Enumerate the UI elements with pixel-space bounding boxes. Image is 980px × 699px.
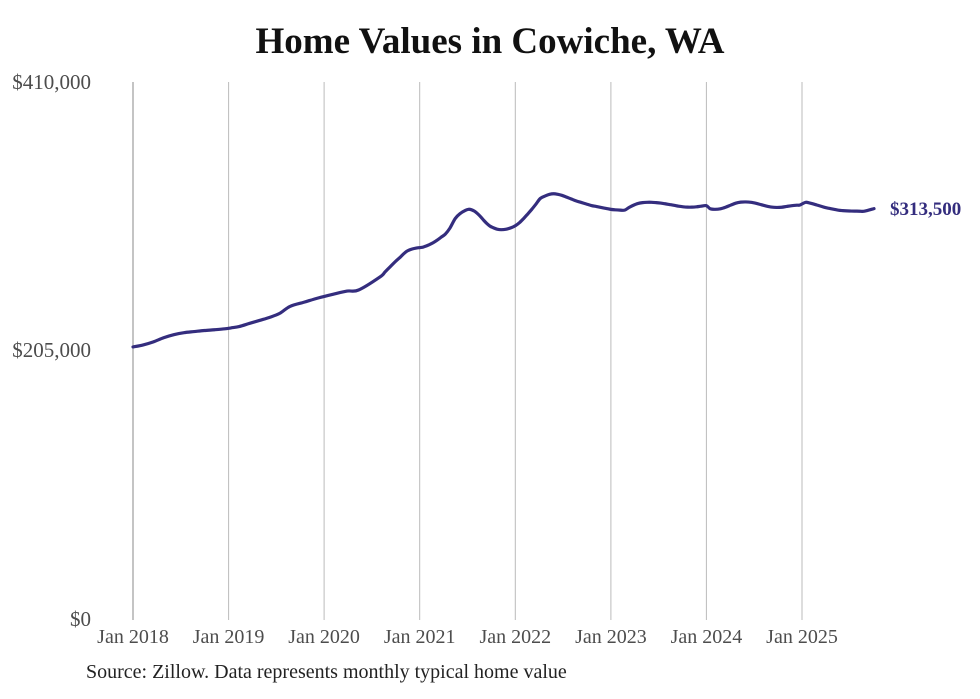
svg-text:Jan 2022: Jan 2022 — [479, 626, 551, 648]
svg-text:$313,500: $313,500 — [890, 199, 961, 220]
svg-text:Jan 2020: Jan 2020 — [288, 626, 360, 648]
svg-text:Jan 2021: Jan 2021 — [384, 626, 456, 648]
svg-text:Jan 2018: Jan 2018 — [97, 626, 169, 648]
svg-text:Jan 2025: Jan 2025 — [766, 626, 838, 648]
svg-text:Jan 2023: Jan 2023 — [575, 626, 647, 648]
svg-text:Jan 2024: Jan 2024 — [671, 626, 743, 648]
svg-text:$410,000: $410,000 — [12, 70, 91, 94]
svg-text:$0: $0 — [70, 607, 91, 631]
svg-text:Jan 2019: Jan 2019 — [193, 626, 265, 648]
svg-text:$205,000: $205,000 — [12, 338, 91, 362]
